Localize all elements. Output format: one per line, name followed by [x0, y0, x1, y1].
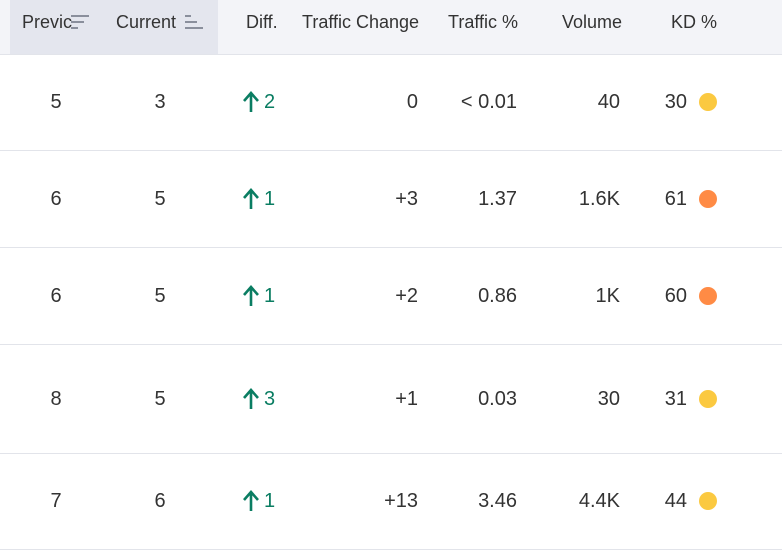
row-divider — [0, 549, 782, 550]
previous-cell: 8 — [50, 387, 62, 410]
current-cell: 3 — [154, 91, 166, 113]
kd-indicator — [699, 492, 717, 510]
row-divider — [0, 344, 782, 345]
previous-cell: 6 — [50, 187, 62, 210]
previous-cell: 5 — [50, 91, 62, 113]
diff-cell: 2 — [264, 91, 276, 113]
traffic-change-cell: +3 — [395, 187, 418, 210]
up-arrow — [243, 187, 259, 209]
diff-cell: 1 — [264, 490, 276, 512]
column-header[interactable]: Current — [116, 12, 177, 32]
column-header[interactable]: Traffic Change — [302, 12, 420, 32]
diff-cell: 3 — [264, 387, 276, 410]
diff-cell: 1 — [264, 187, 276, 210]
kd-indicator — [699, 389, 717, 408]
kd-indicator — [699, 286, 717, 305]
volume-cell: 4.4K — [578, 490, 620, 512]
kd-indicator — [699, 189, 717, 208]
traffic-change-cell: +13 — [384, 490, 418, 512]
up-arrow — [243, 490, 259, 511]
volume-cell: 40 — [597, 91, 620, 113]
volume-cell: 1K — [595, 284, 620, 307]
current-cell: 6 — [154, 490, 166, 512]
previous-cell: 7 — [50, 490, 62, 512]
column-header[interactable]: Previc — [22, 12, 73, 32]
traffic-percent-cell: 3.46 — [478, 490, 517, 512]
traffic-change-cell: 0 — [406, 91, 418, 113]
row-divider — [0, 247, 782, 248]
row-divider — [0, 453, 782, 454]
traffic-percent-cell: 1.37 — [478, 187, 517, 210]
traffic-change-cell: +1 — [395, 387, 418, 410]
traffic-percent-cell: < 0.01 — [460, 91, 517, 113]
row-divider — [0, 150, 782, 151]
up-arrow — [243, 284, 259, 306]
current-cell: 5 — [154, 387, 166, 410]
up-arrow — [243, 387, 259, 409]
kd-cell: 30 — [664, 91, 687, 113]
diff-cell: 1 — [264, 284, 276, 307]
traffic-percent-cell: 0.86 — [478, 284, 517, 307]
current-cell: 5 — [154, 187, 166, 210]
kd-cell: 60 — [664, 284, 687, 307]
kd-cell: 44 — [664, 490, 687, 512]
column-header[interactable]: Traffic % — [448, 12, 519, 32]
current-cell: 5 — [154, 284, 166, 307]
header-selected — [10, 0, 218, 54]
volume-cell: 1.6K — [578, 187, 620, 210]
traffic-change-cell: +2 — [395, 284, 418, 307]
column-header[interactable]: Volume — [562, 12, 623, 32]
kd-cell: 31 — [664, 387, 687, 410]
previous-cell: 6 — [50, 284, 62, 307]
sort-icon[interactable] — [70, 13, 90, 31]
volume-cell: 30 — [597, 387, 620, 410]
column-header[interactable]: Diff. — [246, 12, 278, 32]
up-arrow — [243, 91, 259, 112]
kd-cell: 61 — [664, 187, 687, 210]
sort-icon[interactable] — [184, 13, 204, 31]
kd-indicator — [699, 93, 717, 111]
traffic-percent-cell: 0.03 — [478, 387, 517, 410]
column-header[interactable]: KD % — [671, 12, 718, 32]
